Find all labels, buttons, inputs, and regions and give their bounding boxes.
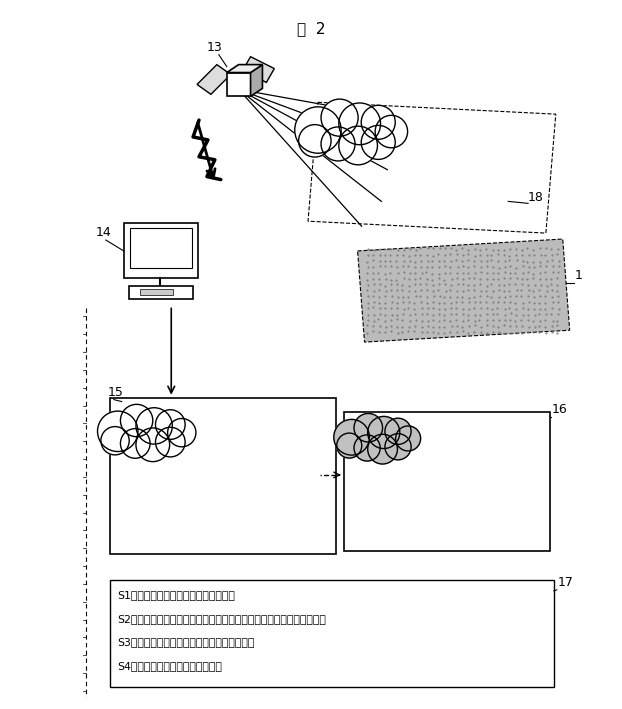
Circle shape: [321, 99, 358, 136]
Bar: [124, 223, 198, 278]
Circle shape: [361, 125, 395, 160]
Circle shape: [354, 413, 383, 442]
Circle shape: [101, 427, 129, 455]
Polygon shape: [251, 65, 262, 96]
Circle shape: [156, 410, 185, 440]
Text: S4：対象地区の地表の日射量予測: S4：対象地区の地表の日射量予測: [118, 661, 223, 671]
Circle shape: [354, 435, 380, 461]
Text: 18: 18: [528, 191, 544, 204]
Circle shape: [334, 420, 369, 455]
Circle shape: [361, 105, 395, 139]
Circle shape: [339, 103, 381, 145]
Polygon shape: [227, 72, 251, 96]
Circle shape: [121, 404, 153, 437]
Polygon shape: [243, 57, 274, 82]
Text: S2：雲画像処理による雲による日射量の反射率，雲の移動速度の算出: S2：雲画像処理による雲による日射量の反射率，雲の移動速度の算出: [118, 614, 327, 624]
Bar: [139, 289, 174, 294]
Bar: [344, 413, 550, 551]
Text: 16: 16: [552, 403, 568, 416]
Circle shape: [337, 433, 362, 458]
Bar: [129, 228, 192, 268]
Circle shape: [136, 428, 170, 462]
Polygon shape: [227, 65, 262, 72]
Circle shape: [321, 127, 355, 161]
Text: 図  2: 図 2: [297, 21, 325, 36]
Polygon shape: [197, 65, 231, 94]
Bar: [110, 398, 336, 554]
Text: 1: 1: [575, 269, 582, 281]
Circle shape: [368, 435, 397, 464]
Circle shape: [121, 429, 150, 458]
Circle shape: [98, 411, 138, 452]
Text: 17: 17: [558, 576, 573, 589]
Circle shape: [339, 126, 378, 164]
Circle shape: [156, 428, 185, 457]
Circle shape: [136, 408, 172, 444]
Text: S1：気象衛星による雲画像の取り込み: S1：気象衛星による雲画像の取り込み: [118, 590, 236, 600]
Circle shape: [167, 418, 196, 447]
Bar: [110, 580, 554, 687]
Text: 15: 15: [108, 386, 124, 398]
Circle shape: [385, 434, 411, 460]
Bar: [129, 286, 193, 298]
Circle shape: [385, 418, 411, 445]
Text: 14: 14: [96, 226, 112, 239]
Circle shape: [375, 116, 407, 147]
Circle shape: [368, 416, 400, 449]
Circle shape: [295, 107, 341, 153]
Circle shape: [396, 426, 420, 451]
Text: 13: 13: [207, 40, 223, 54]
Text: S3：将来の雲の動きの予測シミュレーション: S3：将来の雲の動きの予測シミュレーション: [118, 637, 255, 647]
Circle shape: [299, 125, 331, 157]
Polygon shape: [358, 239, 570, 342]
